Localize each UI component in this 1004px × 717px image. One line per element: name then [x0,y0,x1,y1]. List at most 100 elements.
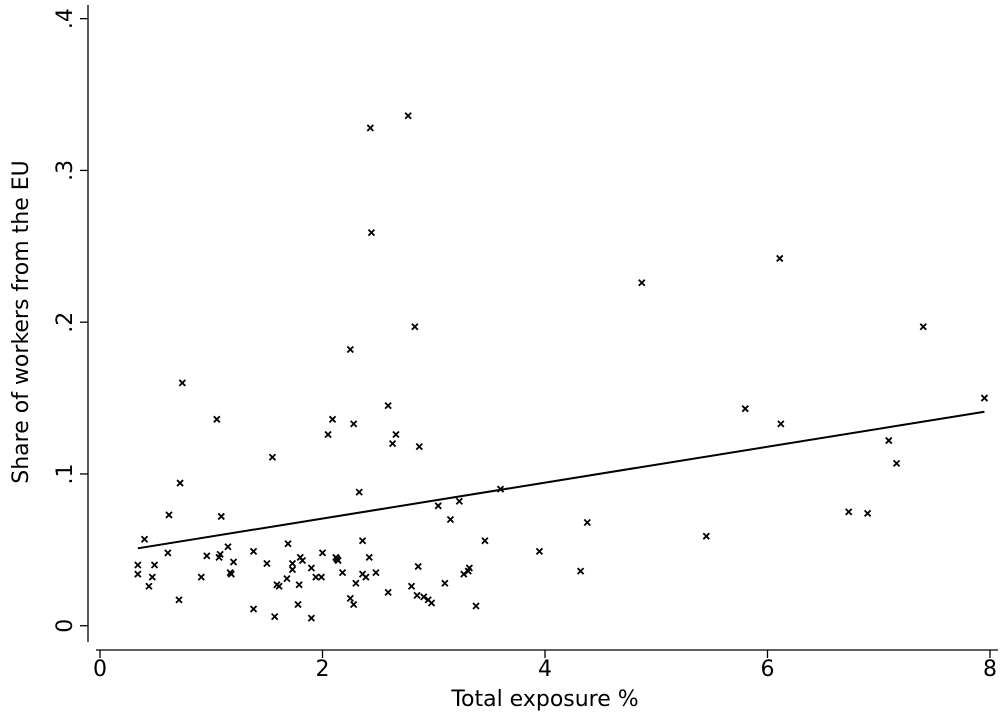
scatter-marker [134,570,142,578]
scatter-marker [164,549,172,557]
scatter-marker [350,420,358,428]
scatter-marker [472,602,480,610]
x-tick-label: 2 [316,657,330,682]
y-axis-title: Share of workers from the EU [9,160,34,483]
scatter-marker [365,553,373,562]
scatter-marker [263,559,271,568]
scatter-marker [434,502,442,510]
scatter-marker [271,612,279,621]
scatter-marker [148,573,156,581]
scatter-marker [178,379,186,387]
scatter-marker [338,568,347,577]
scatter-marker [140,535,149,543]
scatter-marker [307,614,316,622]
y-tick-label: .2 [53,312,78,333]
scatter-marker [446,515,455,524]
scatter-marker [307,564,316,572]
scatter-marker [224,543,232,551]
scatter-marker [268,453,277,461]
scatter-marker [346,594,354,603]
scatter-marker [346,345,354,354]
scatter-marker [312,573,320,581]
scatter-marker [324,430,332,439]
scatter-marker [145,582,153,590]
scatter-marker [465,564,473,572]
scatter-marker [777,420,785,428]
scatter-marker [318,549,327,557]
scatter-marker [362,573,370,581]
scatter-marker [980,394,989,402]
scatter-marker [535,547,544,555]
y-tick-label: .3 [53,160,78,181]
scatter-marker [295,581,303,589]
y-tick-label: .4 [53,8,78,29]
scatter-marker [583,518,591,527]
scatter-marker [227,570,235,578]
scatter-marker [275,582,283,590]
scatter-marker [294,600,302,609]
x-tick-label: 4 [538,657,552,682]
scatter-marker [384,588,392,596]
scatter-marker [420,593,428,601]
scatter-marker [249,547,258,555]
scatter-marker [384,402,392,410]
scatter-marker [845,508,853,516]
scatter-marker [414,562,422,571]
scatter-marker [150,561,159,569]
scatter-marker [638,279,646,287]
scatter-marker [892,459,901,467]
y-tick-label: .1 [53,463,78,484]
x-tick-label: 0 [93,657,107,682]
scatter-marker [298,556,307,565]
scatter-marker [134,561,142,569]
scatter-marker [203,552,211,560]
scatter-marker [165,511,173,519]
scatter-marker [328,415,337,423]
scatter-marker [415,442,423,451]
scatter-marker [355,488,363,496]
scatter-marker [455,497,463,505]
scatter-marker [249,605,258,613]
scatter-marker [358,537,367,545]
scatter-marker [367,229,376,237]
scatter-marker [427,599,436,607]
scatter-marker [217,512,225,521]
scatter-marker [283,575,291,583]
scatter-marker [413,591,421,600]
scatter-marker [919,323,927,331]
scatter-marker [175,596,183,604]
scatter-marker [460,570,468,578]
scatter-marker [392,430,400,439]
scatter-marker [776,254,784,263]
scatter-marker [702,532,710,540]
x-axis-title: Total exposure % [450,687,638,712]
scatter-marker [576,567,585,575]
scatter-marker [404,112,412,120]
scatter-marker [197,573,205,581]
scatter-marker [288,559,297,568]
scatter-marker [317,573,326,581]
scatter-marker [176,479,184,487]
scatter-marker [407,582,416,590]
x-tick-label: 8 [983,657,997,682]
scatter-marker [350,600,358,609]
fit-line [137,410,985,550]
scatter-marker [863,509,872,518]
scatter-marker [388,439,397,448]
scatter-marker [411,323,419,331]
scatter-marker [372,568,380,577]
x-tick-label: 6 [760,657,774,682]
scatter-marker [741,405,749,413]
scatter-marker [441,579,449,587]
scatter-marker [885,436,893,445]
scatter-marker [352,579,360,587]
scatter-marker [216,550,224,559]
scatter-marker [288,565,297,574]
scatter-marker [334,556,342,565]
scatter-marker [481,537,489,545]
scatter-marker [229,558,238,566]
scatter-marker [213,415,221,423]
y-tick-label: 0 [53,619,78,633]
